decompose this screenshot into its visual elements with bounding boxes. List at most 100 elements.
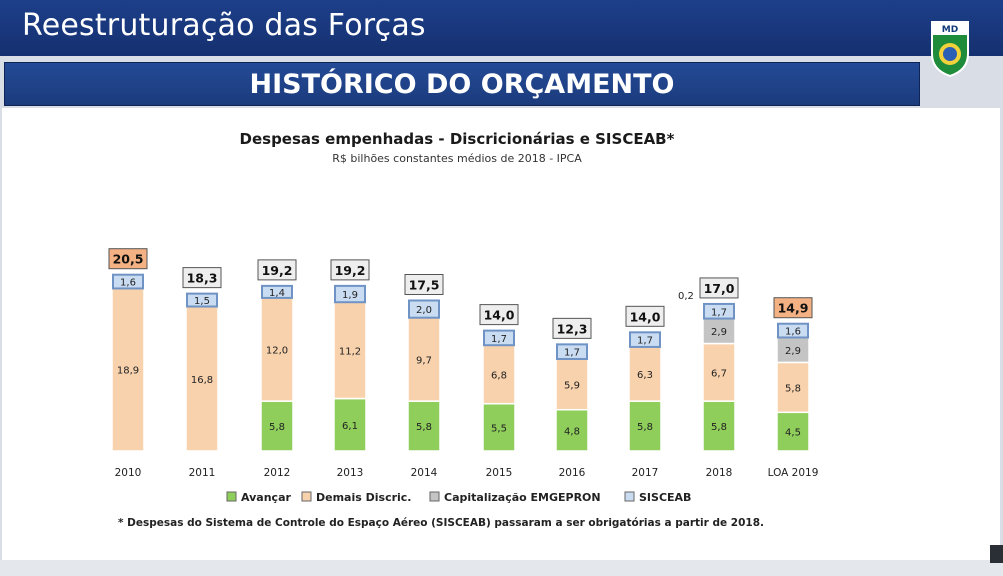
total-label: 18,3 [187, 271, 218, 286]
segment-label: 12,0 [266, 346, 288, 357]
segment-label: 2,0 [416, 305, 432, 316]
bar-segment [702, 342, 736, 402]
total-box [552, 317, 592, 339]
bar-segment [702, 317, 736, 345]
bar-segment [555, 358, 589, 411]
x-tick-label: 2010 [115, 467, 142, 479]
x-tick-label: 2015 [486, 467, 513, 479]
chart-title: Despesas empenhadas - Discricionárias e … [240, 130, 675, 148]
segment-label: 6,8 [491, 370, 507, 381]
segment-label: 1,6 [120, 278, 136, 289]
bar-segment [556, 343, 588, 360]
bar-segment [333, 397, 367, 452]
total-box [257, 259, 297, 281]
bar-segment [628, 346, 662, 402]
bar-segment [628, 400, 662, 452]
bar-segment [703, 302, 735, 320]
x-tick-label: LOA 2019 [768, 467, 819, 479]
bar-segment [407, 316, 441, 402]
segment-label: 6,3 [637, 370, 653, 381]
segment-label: 2,9 [711, 327, 727, 338]
bar-segment [776, 411, 810, 452]
segment-label: 5,8 [711, 422, 727, 433]
budget-chart: Despesas empenhadas - Discricionárias e … [108, 130, 819, 529]
x-tick-label: 2013 [337, 467, 364, 479]
legend-swatch [301, 491, 312, 502]
segment-label: 5,8 [416, 422, 432, 433]
x-tick-label: 2014 [411, 467, 438, 479]
header-bar: Reestruturação das Forças [0, 0, 1003, 56]
segment-label: 1,5 [194, 296, 210, 307]
bar-segment [261, 284, 293, 299]
md-shield-logo-icon: MD [931, 21, 969, 78]
segment-label: 9,7 [416, 355, 432, 366]
page-title: Reestruturação das Forças [22, 8, 426, 43]
segment-label: 1,7 [564, 348, 580, 359]
annotation-label: 0,2 [678, 291, 694, 302]
segment-label: 5,8 [785, 383, 801, 394]
segment-label: 6,7 [711, 368, 727, 379]
bar-segment [407, 400, 441, 452]
bar-segment [111, 287, 145, 452]
legend-label: Avançar [241, 491, 291, 504]
total-box [773, 297, 813, 319]
bar-segment [408, 299, 440, 319]
bar-segment [777, 322, 809, 339]
total-label: 19,2 [335, 263, 366, 278]
total-label: 17,0 [704, 281, 735, 296]
segment-label: 1,7 [637, 336, 653, 347]
segment-label: 1,9 [342, 290, 358, 301]
segment-label: 5,8 [637, 422, 653, 433]
total-box [479, 304, 519, 326]
bar-segment [482, 344, 516, 405]
segment-label: 5,8 [269, 422, 285, 433]
corner-tab [990, 545, 1003, 563]
x-tick-label: 2016 [559, 467, 586, 479]
legend-swatch [624, 491, 635, 502]
legend-label: Capitalização EMGEPRON [444, 491, 601, 504]
total-box [182, 267, 222, 289]
x-tick-label: 2012 [264, 467, 291, 479]
segment-label: 11,2 [339, 346, 361, 357]
total-label: 17,5 [409, 278, 440, 293]
bar-segment [555, 408, 589, 452]
segment-label: 1,7 [711, 307, 727, 318]
total-label: 12,3 [557, 321, 588, 336]
segment-label: 4,5 [785, 428, 801, 439]
x-tick-label: 2011 [189, 467, 216, 479]
bar-segment [112, 273, 144, 290]
x-tick-label: 2017 [632, 467, 659, 479]
bar-segment [186, 292, 218, 308]
total-label: 14,9 [778, 301, 809, 316]
total-label: 19,2 [262, 263, 293, 278]
bar-segment [483, 329, 515, 347]
bar-segment [629, 331, 661, 348]
total-label: 20,5 [113, 252, 144, 267]
legend-swatch [226, 491, 237, 502]
segment-label: 4,8 [564, 426, 580, 437]
total-box [330, 259, 370, 281]
total-box [625, 305, 665, 327]
segment-label: 6,1 [342, 421, 358, 432]
bottom-strip [0, 560, 1003, 576]
total-label: 14,0 [484, 308, 515, 323]
chart-subtitle: R$ bilhões constantes médios de 2018 - I… [332, 152, 582, 165]
logo-text: MD [942, 25, 958, 35]
segment-label: 1,7 [491, 334, 507, 345]
segment-label: 16,8 [191, 375, 213, 386]
total-box [699, 277, 739, 299]
total-box [404, 274, 444, 295]
segment-label: 2,9 [785, 346, 801, 357]
segment-label: 5,5 [491, 423, 507, 434]
legend-label: Demais Discric. [316, 491, 412, 504]
segment-label: 1,4 [269, 288, 285, 299]
legend-label: SISCEAB [639, 491, 691, 504]
section-title: HISTÓRICO DO ORÇAMENTO [249, 69, 675, 100]
segment-label: 1,6 [785, 327, 801, 338]
segment-label: 5,9 [564, 380, 580, 391]
bar-segment [482, 402, 516, 452]
total-label: 14,0 [630, 309, 661, 324]
x-tick-label: 2018 [706, 467, 733, 479]
section-bar: HISTÓRICO DO ORÇAMENTO [4, 62, 920, 106]
bar-segment [260, 297, 294, 402]
